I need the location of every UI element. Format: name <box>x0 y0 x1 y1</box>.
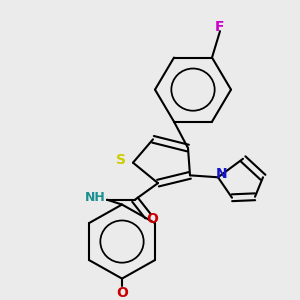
Text: N: N <box>216 167 228 182</box>
Text: O: O <box>116 286 128 300</box>
Text: NH: NH <box>85 191 105 204</box>
Text: S: S <box>116 153 126 167</box>
Text: F: F <box>215 20 225 34</box>
Text: O: O <box>146 212 158 226</box>
